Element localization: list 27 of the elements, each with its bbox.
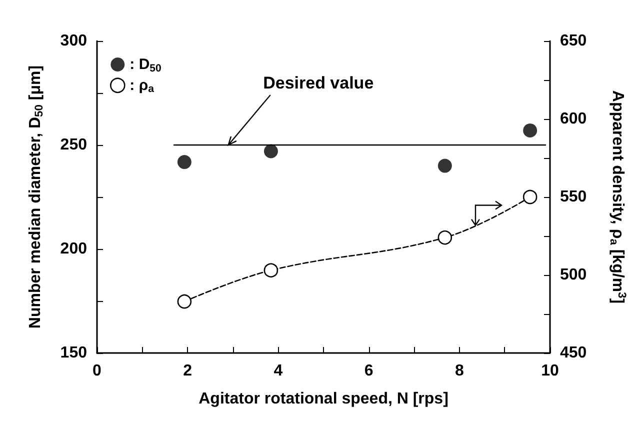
point bbox=[177, 155, 192, 170]
x-axis-title: Agitator rotational speed, N [rps] bbox=[198, 390, 448, 408]
x-tick-label: 0 bbox=[92, 362, 102, 380]
y2-axis-title: Apparent density, ρa [kg/m3] bbox=[608, 90, 628, 304]
y2-tick-label: 450 bbox=[560, 344, 587, 362]
point bbox=[438, 158, 452, 173]
y-tick-label: 200 bbox=[60, 240, 88, 258]
point bbox=[522, 190, 538, 204]
y-tick-label: 300 bbox=[60, 32, 88, 50]
y2-tick-label: 500 bbox=[560, 266, 587, 284]
point bbox=[523, 123, 538, 138]
y2-tick-label: 650 bbox=[560, 32, 587, 50]
x-tick-label: 6 bbox=[364, 362, 374, 380]
point bbox=[438, 230, 452, 245]
point bbox=[264, 263, 278, 278]
y-tick-label: 250 bbox=[60, 136, 88, 154]
y2-tick-label: 600 bbox=[560, 110, 587, 128]
y-axis-title: Number median diameter, D50 [μm] bbox=[27, 65, 46, 329]
y2-tick-label: 550 bbox=[560, 188, 587, 206]
x-tick-label: 4 bbox=[274, 362, 283, 380]
x-tick-label: 10 bbox=[541, 362, 559, 380]
point bbox=[264, 144, 278, 158]
y-tick-label: 150 bbox=[60, 344, 88, 362]
point bbox=[177, 294, 192, 309]
x-tick-label: 8 bbox=[454, 362, 464, 380]
x-tick-label: 2 bbox=[183, 362, 192, 380]
annotation: Desired value bbox=[263, 74, 374, 92]
